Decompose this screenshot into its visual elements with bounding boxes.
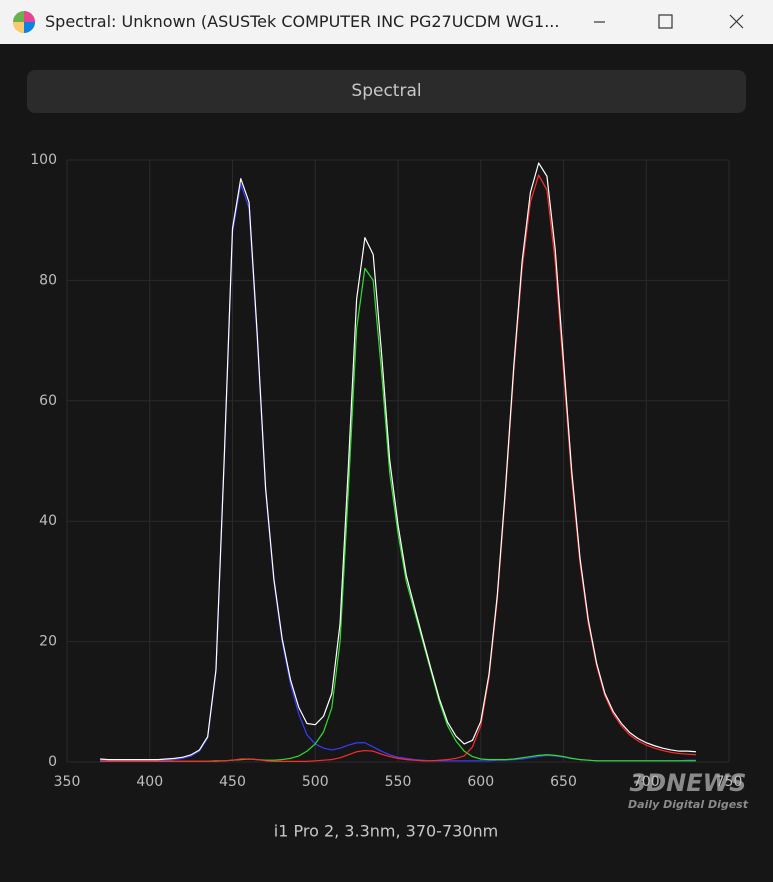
x-tick-label: 500: [302, 774, 329, 790]
watermark-logo: 3DNEWS: [630, 769, 747, 797]
x-tick-label: 700: [633, 774, 660, 790]
x-tick-label: 650: [550, 774, 577, 790]
x-tick-label: 450: [219, 774, 246, 790]
close-button[interactable]: [712, 0, 760, 44]
y-tick-label: 0: [48, 754, 57, 770]
chart: i1 Pro 2, 3.3nm, 370-730nm 3DNEWS Daily …: [30, 152, 749, 841]
app-icon: [13, 11, 35, 33]
title-bar: Spectral: Unknown (ASUSTek COMPUTER INC …: [0, 0, 773, 44]
y-tick-label: 100: [30, 152, 57, 168]
y-tick-label: 80: [39, 272, 57, 288]
y-tick-label: 40: [39, 513, 57, 529]
watermark-tagline: Daily Digital Digest: [628, 798, 749, 811]
y-tick-label: 60: [39, 393, 57, 409]
x-axis-label: i1 Pro 2, 3.3nm, 370-730nm: [274, 822, 498, 841]
y-tick-label: 20: [39, 634, 57, 650]
x-tick-label: 400: [136, 774, 163, 790]
x-tick-label: 550: [385, 774, 412, 790]
spectral-button[interactable]: Spectral: [27, 70, 746, 113]
spectrum-line: [100, 174, 696, 762]
window-title: Spectral: Unknown (ASUSTek COMPUTER INC …: [45, 12, 560, 31]
maximize-button[interactable]: [641, 0, 689, 44]
spectrum-line: [100, 162, 696, 761]
minimize-button[interactable]: [575, 0, 623, 44]
x-tick-label: 750: [716, 774, 743, 790]
x-tick-label: 600: [467, 774, 494, 790]
x-tick-label: 350: [54, 774, 81, 790]
